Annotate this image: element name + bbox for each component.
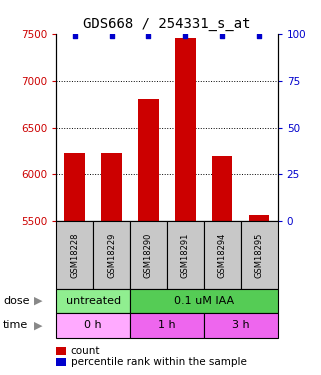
Bar (130, 313, 204, 338)
Text: percentile rank within the sample: percentile rank within the sample (71, 357, 247, 367)
Text: 0 h: 0 h (84, 320, 102, 330)
Bar (130, 289, 278, 313)
Point (220, 33, 225, 39)
Text: time: time (3, 320, 29, 330)
Text: 0.1 uM IAA: 0.1 uM IAA (174, 296, 234, 306)
Point (72, 33, 77, 39)
Text: 1 h: 1 h (158, 320, 176, 330)
Text: dose: dose (3, 296, 30, 306)
Bar (65, 153, 85, 221)
Text: ▶: ▶ (34, 320, 43, 330)
Bar (56, 289, 130, 313)
Text: 3 h: 3 h (232, 320, 249, 330)
Point (146, 33, 151, 39)
Point (109, 33, 114, 39)
Text: GSM18294: GSM18294 (218, 232, 227, 278)
Text: GSM18229: GSM18229 (107, 232, 116, 278)
Bar (241, 221, 278, 289)
Bar (212, 156, 232, 221)
Bar (204, 313, 278, 338)
Text: ▶: ▶ (34, 296, 43, 306)
Text: count: count (71, 346, 100, 355)
Text: GSM18291: GSM18291 (181, 232, 190, 278)
Point (183, 33, 188, 39)
Bar (204, 221, 241, 289)
Text: GSM18295: GSM18295 (255, 232, 264, 278)
Bar (101, 153, 122, 221)
Bar (56, 221, 93, 289)
Bar (249, 214, 269, 221)
Title: GDS668 / 254331_s_at: GDS668 / 254331_s_at (83, 17, 251, 32)
Bar (175, 39, 195, 221)
Bar (130, 221, 167, 289)
Text: untreated: untreated (65, 296, 121, 306)
Text: GSM18228: GSM18228 (70, 232, 79, 278)
Text: GSM18290: GSM18290 (144, 232, 153, 278)
Bar (167, 221, 204, 289)
Bar (138, 99, 159, 221)
Bar (56, 313, 130, 338)
Point (256, 33, 262, 39)
Bar (93, 221, 130, 289)
